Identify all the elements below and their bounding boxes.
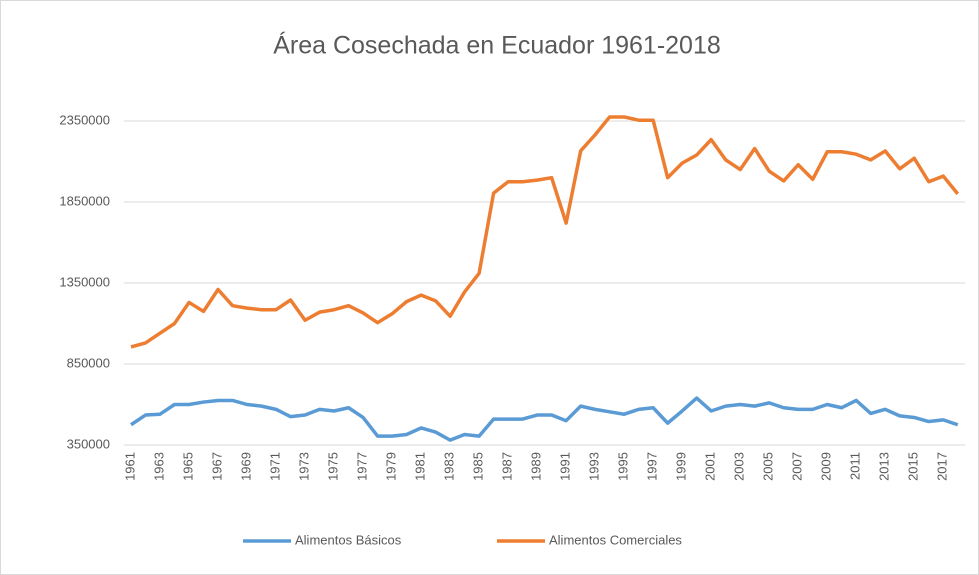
x-tick-label: 1999 <box>674 452 689 481</box>
x-tick-label: 1983 <box>442 452 457 481</box>
chart-title: Área Cosechada en Ecuador 1961-2018 <box>273 31 721 60</box>
y-tick-label: 1850000 <box>59 193 110 208</box>
x-tick-label: 2011 <box>848 452 863 480</box>
x-tick-label: 2005 <box>761 452 776 481</box>
x-tick-label: 2007 <box>790 452 805 481</box>
legend-label: Alimentos Comerciales <box>549 532 682 547</box>
x-tick-label: 1993 <box>587 452 602 481</box>
y-tick-label: 2350000 <box>59 112 110 127</box>
x-tick-label: 1969 <box>238 452 253 481</box>
legend-label: Alimentos Básicos <box>295 532 402 547</box>
x-tick-label: 2009 <box>819 452 834 481</box>
x-tick-label: 1981 <box>413 452 428 481</box>
x-tick-label: 1997 <box>645 452 660 481</box>
x-tick-label: 2003 <box>732 452 747 481</box>
x-tick-label: 1971 <box>267 452 282 481</box>
x-tick-label: 1975 <box>326 452 341 481</box>
x-tick-label: 1985 <box>471 452 486 481</box>
x-tick-label: 2001 <box>703 452 718 481</box>
x-tick-label: 2013 <box>877 452 892 481</box>
x-tick-label: 1989 <box>529 452 544 481</box>
y-tick-label: 350000 <box>67 436 110 451</box>
x-tick-label: 2015 <box>906 452 921 481</box>
x-tick-label: 1961 <box>122 452 137 481</box>
data-line <box>130 396 959 442</box>
x-tick-label: 1967 <box>209 452 224 481</box>
y-tick-label: 1350000 <box>59 274 110 289</box>
x-tick-label: 1973 <box>296 452 311 481</box>
x-tick-label: 1991 <box>558 452 573 481</box>
y-tick-label: 850000 <box>67 355 110 370</box>
x-tick-label: 2017 <box>935 452 950 481</box>
x-tick-label: 1987 <box>500 452 515 481</box>
x-tick-label: 1977 <box>355 452 370 481</box>
x-tick-label: 1995 <box>616 452 631 481</box>
x-tick-label: 1979 <box>384 452 399 481</box>
data-line <box>130 115 960 349</box>
x-tick-label: 1965 <box>180 452 195 481</box>
x-tick-label: 1963 <box>151 452 166 481</box>
